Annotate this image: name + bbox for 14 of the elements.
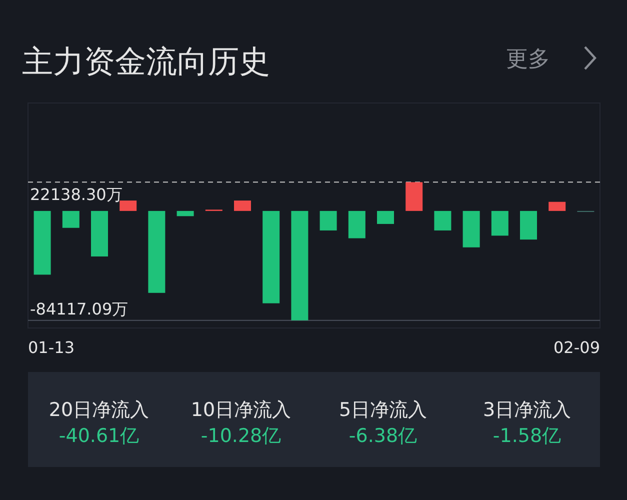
text: -6.38亿 (348, 425, 418, 447)
text: -1.58亿 (492, 425, 562, 447)
text: 3日净流入 (482, 399, 572, 421)
text: 20日净流入 (48, 399, 150, 421)
text: 5日净流入 (338, 399, 428, 421)
text: -40.61亿 (58, 425, 140, 447)
chart-title: 主力资金流向历史 (22, 44, 270, 80)
x-tick-label: 01-13 (28, 338, 74, 357)
text: 10日净流入 (190, 399, 292, 421)
x-tick-label: 02-09 (554, 338, 600, 357)
ref-line-label: -84117.09万 (30, 299, 128, 318)
text: 更多 (506, 47, 550, 72)
ref-line-label: 22138.30万 (30, 185, 122, 204)
text: -10.28亿 (200, 425, 282, 447)
